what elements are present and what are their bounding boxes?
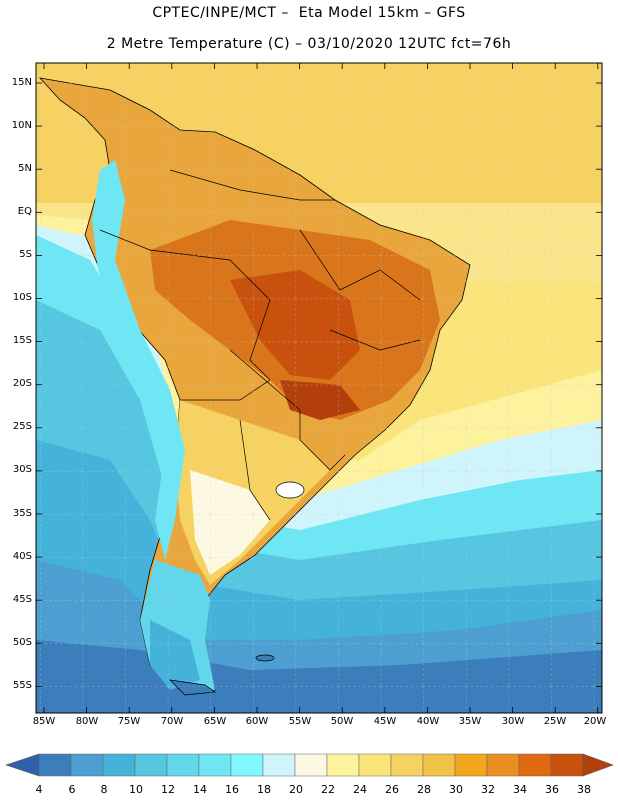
lon-label: 45W <box>373 716 397 727</box>
colorbar-tick: 8 <box>100 783 108 796</box>
colorbar-swatch <box>454 753 488 777</box>
colorbar-swatch <box>358 753 392 777</box>
colorbar-tick: 18 <box>257 783 271 796</box>
lat-label: 15N <box>11 77 32 88</box>
colorbar-swatch <box>518 753 552 777</box>
colorbar-swatch <box>390 753 424 777</box>
colorbar-arrow-left <box>5 753 40 777</box>
lon-label: 70W <box>160 716 184 727</box>
lon-label: 85W <box>32 716 56 727</box>
lat-label: 5S <box>19 249 32 260</box>
graticule <box>36 63 602 713</box>
colorbar-swatch <box>166 753 200 777</box>
lon-label: 80W <box>75 716 99 727</box>
colorbar-tick: 4 <box>35 783 43 796</box>
colorbar-swatch <box>102 753 136 777</box>
colorbar-tick: 36 <box>545 783 559 796</box>
lon-label: 55W <box>288 716 312 727</box>
lat-label: 40S <box>12 551 32 562</box>
lat-label: 25S <box>12 421 32 432</box>
colorbar-tick: 28 <box>417 783 431 796</box>
lat-label: 30S <box>12 464 32 475</box>
colorbar-tick: 10 <box>129 783 143 796</box>
colorbar-tick: 34 <box>513 783 527 796</box>
lat-label: 20S <box>12 378 32 389</box>
colorbar-tick: 16 <box>225 783 239 796</box>
colorbar-swatch <box>326 753 360 777</box>
lon-label: 35W <box>458 716 482 727</box>
lon-label: 60W <box>245 716 269 727</box>
colorbar-swatch <box>294 753 328 777</box>
lon-label: 50W <box>330 716 354 727</box>
lat-label: EQ <box>17 206 32 217</box>
lat-label: 5N <box>18 163 32 174</box>
colorbar-tick: 30 <box>449 783 463 796</box>
colorbar-tick: 22 <box>321 783 335 796</box>
lat-label: 45S <box>12 594 32 605</box>
lat-label: 55S <box>12 680 32 691</box>
colorbar-tick: 14 <box>193 783 207 796</box>
lon-label: 25W <box>543 716 567 727</box>
map-title: CPTEC/INPE/MCT – Eta Model 15km – GFS <box>152 5 466 21</box>
colorbar-tick: 38 <box>577 783 591 796</box>
colorbar-arrow-right <box>582 753 614 777</box>
colorbar-tick: 6 <box>68 783 76 796</box>
colorbar-swatch <box>550 753 584 777</box>
temperature-colorbar <box>5 753 614 777</box>
lon-label: 30W <box>501 716 525 727</box>
lat-label: 35S <box>12 508 32 519</box>
lon-label: 75W <box>117 716 141 727</box>
colorbar-swatch <box>230 753 264 777</box>
map-frame <box>35 62 603 714</box>
colorbar-swatch <box>70 753 104 777</box>
lat-label: 50S <box>12 637 32 648</box>
colorbar-swatch <box>422 753 456 777</box>
lon-label: 65W <box>203 716 227 727</box>
colorbar-swatch <box>134 753 168 777</box>
lon-label: 40W <box>416 716 440 727</box>
colorbar-tick: 24 <box>353 783 367 796</box>
colorbar-tick: 26 <box>385 783 399 796</box>
colorbar-swatch <box>198 753 232 777</box>
colorbar-swatch <box>486 753 520 777</box>
colorbar-tick: 12 <box>161 783 175 796</box>
lat-label: 15S <box>12 335 32 346</box>
colorbar-tick: 32 <box>481 783 495 796</box>
axis-ticks <box>36 63 602 713</box>
lat-label: 10N <box>11 120 32 131</box>
lon-label: 20W <box>583 716 607 727</box>
colorbar-tick: 20 <box>289 783 303 796</box>
map-subtitle: 2 Metre Temperature (C) – 03/10/2020 12U… <box>106 36 512 52</box>
lat-label: 10S <box>12 292 32 303</box>
colorbar-swatch <box>262 753 296 777</box>
colorbar-swatch <box>38 753 72 777</box>
